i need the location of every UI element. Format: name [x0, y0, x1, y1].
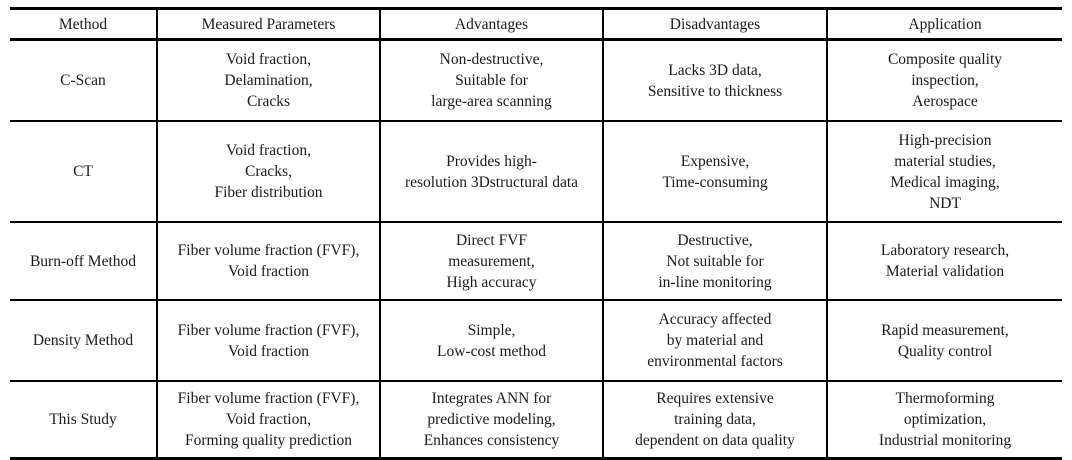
header-row: Method Measured Parameters Advantages Di…	[10, 7, 1062, 41]
cell-application: Composite quality inspection, Aerospace	[826, 39, 1062, 122]
cell-method: This Study	[10, 381, 158, 460]
cell-measured-parameters: Fiber volume fraction (FVF), Void fracti…	[156, 381, 381, 460]
cell-application: High-precision material studies, Medical…	[826, 121, 1062, 223]
cell-measured-parameters: Fiber volume fraction (FVF), Void fracti…	[156, 300, 381, 382]
table-row-cscan: C-Scan Void fraction, Delamination, Crac…	[10, 39, 1062, 122]
table-row-this-study: This Study Fiber volume fraction (FVF), …	[10, 381, 1062, 460]
column-header-disadvantages: Disadvantages	[602, 7, 828, 41]
column-header-application: Application	[826, 7, 1062, 41]
cell-disadvantages: Expensive, Time-consuming	[602, 121, 828, 223]
column-header-advantages: Advantages	[379, 7, 604, 41]
cell-advantages: Provides high- resolution 3Dstructural d…	[379, 121, 604, 223]
cell-disadvantages: Accuracy affected by material and enviro…	[602, 300, 828, 382]
cell-advantages: Integrates ANN for predictive modeling, …	[379, 381, 604, 460]
cell-application: Rapid measurement, Quality control	[826, 300, 1062, 382]
cell-method: Density Method	[10, 300, 158, 382]
cell-disadvantages: Lacks 3D data, Sensitive to thickness	[602, 39, 828, 122]
cell-advantages: Direct FVF measurement, High accuracy	[379, 222, 604, 301]
cell-disadvantages: Requires extensive training data, depend…	[602, 381, 828, 460]
table-row-ct: CT Void fraction, Cracks, Fiber distribu…	[10, 121, 1062, 223]
cell-method: Burn-off Method	[10, 222, 158, 301]
column-header-measured-parameters: Measured Parameters	[156, 7, 381, 41]
table-row-density-method: Density Method Fiber volume fraction (FV…	[10, 300, 1062, 382]
column-header-method: Method	[10, 7, 158, 41]
cell-measured-parameters: Fiber volume fraction (FVF), Void fracti…	[156, 222, 381, 301]
cell-disadvantages: Destructive, Not suitable for in-line mo…	[602, 222, 828, 301]
cell-method: CT	[10, 121, 158, 223]
cell-method: C-Scan	[10, 39, 158, 122]
cell-application: Thermoforming optimization, Industrial m…	[826, 381, 1062, 460]
table-row-burn-off-method: Burn-off Method Fiber volume fraction (F…	[10, 222, 1062, 301]
cell-measured-parameters: Void fraction, Delamination, Cracks	[156, 39, 381, 122]
cell-application: Laboratory research, Material validation	[826, 222, 1062, 301]
cell-advantages: Non-destructive, Suitable for large-area…	[379, 39, 604, 122]
method-comparison-table: Method Measured Parameters Advantages Di…	[10, 7, 1062, 460]
cell-measured-parameters: Void fraction, Cracks, Fiber distributio…	[156, 121, 381, 223]
cell-advantages: Simple, Low-cost method	[379, 300, 604, 382]
